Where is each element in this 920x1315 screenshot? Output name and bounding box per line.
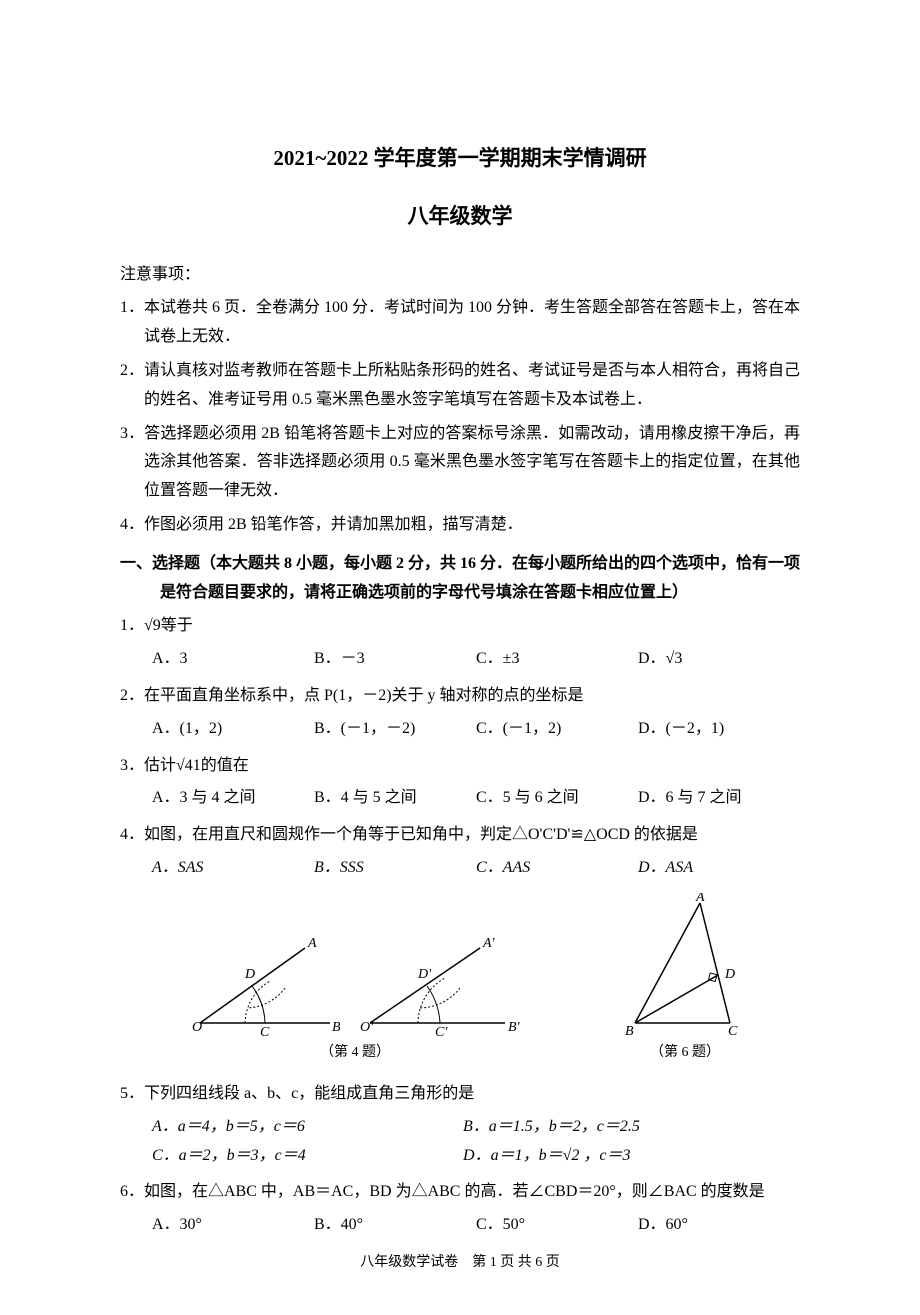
svg-text:B': B': [508, 1020, 520, 1035]
question-5: 5．下列四组线段 a、b、c，能组成直角三角形的是: [120, 1080, 800, 1109]
q2-opt-d: D．(－2，1): [638, 715, 800, 744]
svg-text:A: A: [695, 893, 705, 905]
q3-opt-b: B．4 与 5 之间: [314, 784, 476, 813]
svg-text:O: O: [192, 1020, 202, 1035]
question-6: 6．如图，在△ABC 中，AB＝AC，BD 为△ABC 的高．若∠CBD＝20°…: [120, 1178, 800, 1207]
q3-opt-c: C．5 与 6 之间: [476, 784, 638, 813]
q1-opt-a: A．3: [152, 645, 314, 674]
q6-opt-a: A．30°: [152, 1211, 314, 1240]
svg-text:B: B: [332, 1020, 340, 1035]
svg-text:D': D': [417, 967, 432, 982]
notice-label: 注意事项：: [120, 261, 800, 290]
question-5-options: A．a＝4，b＝5，c＝6 B．a＝1.5，b＝2，c＝2.5 C．a＝2，b＝…: [120, 1113, 800, 1171]
q2-opt-b: B．(－1，－2): [314, 715, 476, 744]
section-1-header: 一、选择题（本大题共 8 小题，每小题 2 分，共 16 分．在每小题所给出的四…: [120, 550, 800, 608]
question-3: 3．估计√41的值在: [120, 752, 800, 781]
svg-text:D: D: [724, 967, 735, 982]
question-6-options: A．30° B．40° C．50° D．60°: [120, 1211, 800, 1240]
q3-opt-a: A．3 与 4 之间: [152, 784, 314, 813]
svg-text:A: A: [307, 936, 317, 951]
title-main: 2021~2022 学年度第一学期期末学情调研: [120, 140, 800, 178]
question-1-options: A．3 B．－3 C．±3 D．√3: [120, 645, 800, 674]
q6-opt-d: D．60°: [638, 1211, 800, 1240]
figure-q6-caption: （第 6 题）: [620, 1040, 750, 1065]
svg-text:C: C: [728, 1024, 738, 1038]
figure-q6-svg: A B C D: [620, 893, 750, 1038]
q1-opt-b: B．－3: [314, 645, 476, 674]
question-4: 4．如图，在用直尺和圆规作一个角等于已知角中，判定△O'C'D'≌△OCD 的依…: [120, 821, 800, 850]
page-footer: 八年级数学试卷 第 1 页 共 6 页: [120, 1250, 800, 1275]
instruction-1: 1．本试卷共 6 页．全卷满分 100 分．考试时间为 100 分钟．考生答题全…: [120, 294, 800, 352]
q5-opt-d: D．a＝1，b＝√2 ，c＝3: [463, 1142, 774, 1171]
figure-q4: O A B C D O' A' B' C' D' （第 4 题）: [190, 933, 520, 1065]
q2-opt-a: A．(1，2): [152, 715, 314, 744]
question-3-options: A．3 与 4 之间 B．4 与 5 之间 C．5 与 6 之间 D．6 与 7…: [120, 784, 800, 813]
q5-opt-b: B．a＝1.5，b＝2，c＝2.5: [463, 1113, 774, 1142]
title-sub: 八年级数学: [120, 198, 800, 236]
q2-opt-c: C．(－1，2): [476, 715, 638, 744]
question-4-options: A．SAS B．SSS C．AAS D．ASA: [120, 854, 800, 883]
q1-opt-d: D．√3: [638, 645, 800, 674]
svg-text:B: B: [625, 1024, 634, 1038]
instruction-3: 3．答选择题必须用 2B 铅笔将答题卡上对应的答案标号涂黑．如需改动，请用橡皮擦…: [120, 420, 800, 506]
svg-text:C': C': [435, 1025, 448, 1038]
figures-row: O A B C D O' A' B' C' D' （第 4 题）: [120, 893, 800, 1065]
question-2-options: A．(1，2) B．(－1，－2) C．(－1，2) D．(－2，1): [120, 715, 800, 744]
figure-q4-left: O A B C D: [190, 933, 340, 1038]
figure-q4-caption: （第 4 题）: [190, 1040, 520, 1065]
q4-opt-a: A．SAS: [152, 854, 314, 883]
q4-opt-c: C．AAS: [476, 854, 638, 883]
q5-opt-a: A．a＝4，b＝5，c＝6: [152, 1113, 463, 1142]
svg-text:D: D: [244, 967, 255, 982]
q6-opt-c: C．50°: [476, 1211, 638, 1240]
q4-opt-b: B．SSS: [314, 854, 476, 883]
figure-q4-right: O' A' B' C' D': [360, 933, 520, 1038]
instruction-4: 4．作图必须用 2B 铅笔作答，并请加黑加粗，描写清楚．: [120, 511, 800, 540]
q1-opt-c: C．±3: [476, 645, 638, 674]
q6-opt-b: B．40°: [314, 1211, 476, 1240]
svg-text:A': A': [482, 936, 496, 951]
q4-opt-d: D．ASA: [638, 854, 800, 883]
question-2: 2．在平面直角坐标系中，点 P(1，－2)关于 y 轴对称的点的坐标是: [120, 682, 800, 711]
instruction-2: 2．请认真核对监考教师在答题卡上所粘贴条形码的姓名、考试证号是否与本人相符合，再…: [120, 357, 800, 415]
q3-opt-d: D．6 与 7 之间: [638, 784, 800, 813]
svg-text:O': O': [360, 1020, 374, 1035]
figure-q6: A B C D （第 6 题）: [620, 893, 750, 1065]
svg-text:C: C: [260, 1025, 270, 1038]
question-1: 1．√9等于: [120, 612, 800, 641]
q5-opt-c: C．a＝2，b＝3，c＝4: [152, 1142, 463, 1171]
